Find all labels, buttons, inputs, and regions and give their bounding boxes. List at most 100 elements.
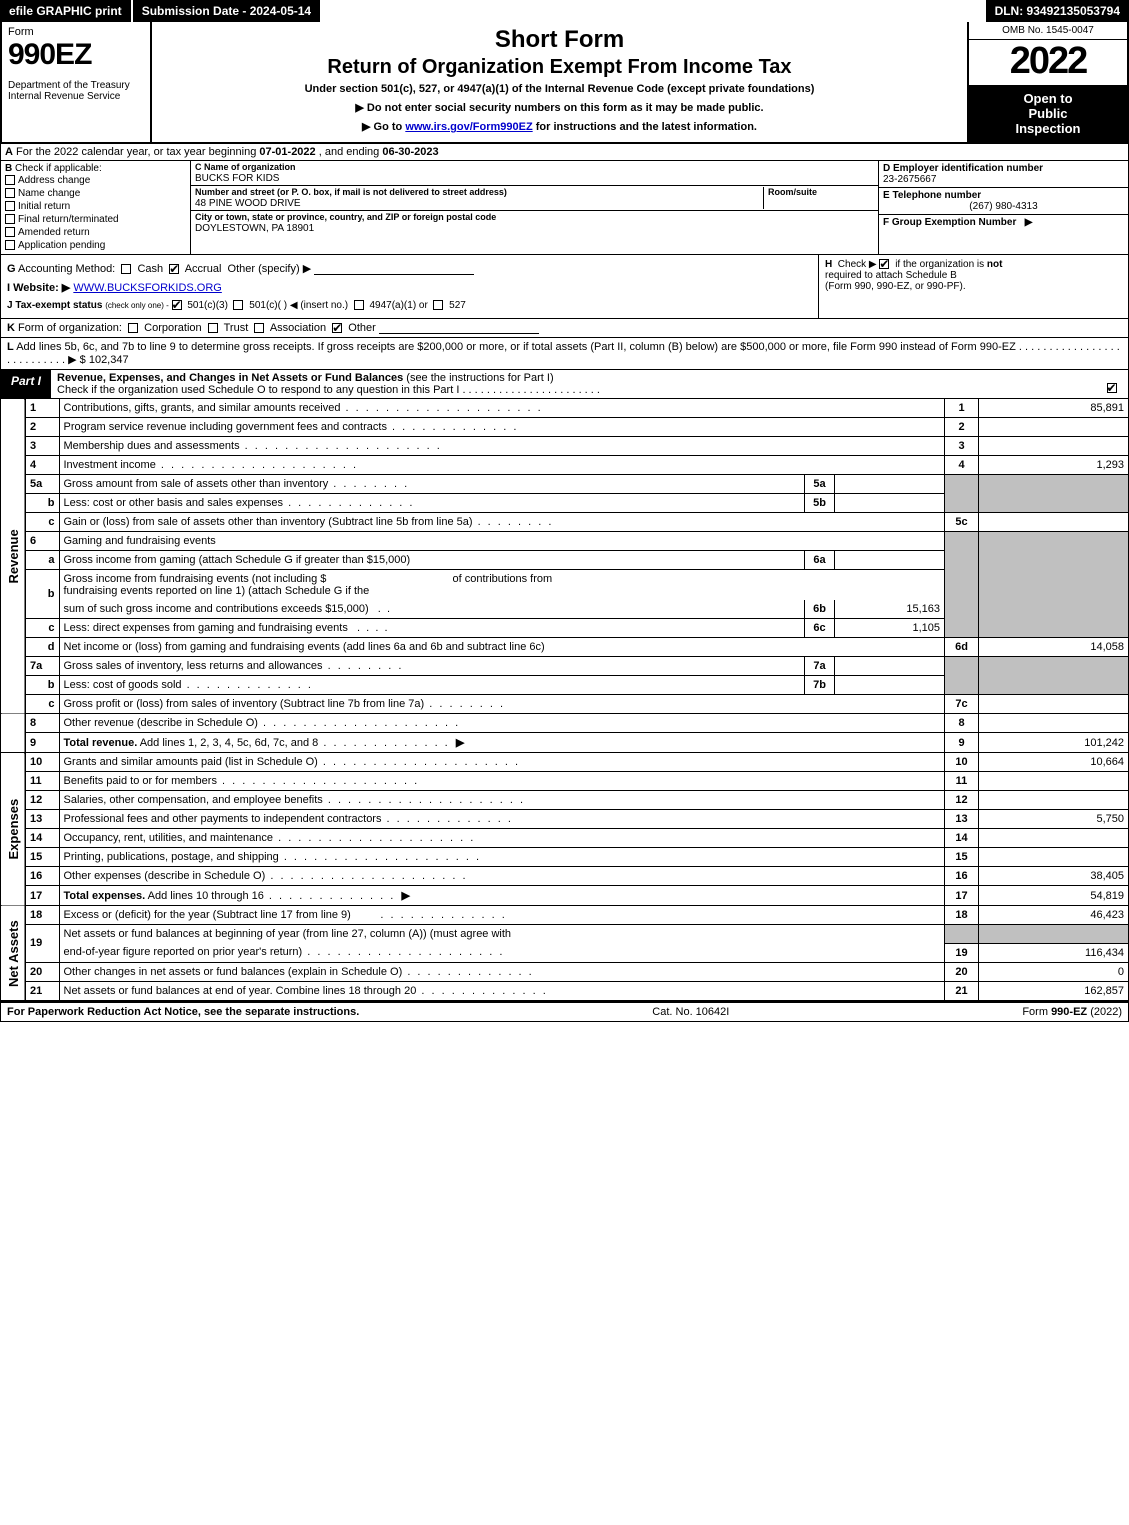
line-i-label: I Website: ▶ (7, 282, 70, 294)
checkbox-corporation[interactable] (128, 323, 138, 333)
form-number: 990EZ (8, 38, 144, 72)
arrow-icon: ▶ (401, 890, 409, 902)
table-row: 9 Total revenue. Add lines 1, 2, 3, 4, 5… (1, 733, 1129, 753)
checkbox-cash[interactable] (121, 264, 131, 274)
line-10-value: 10,664 (979, 753, 1129, 772)
room-label: Room/suite (768, 187, 817, 197)
goto-note: ▶ Go to www.irs.gov/Form990EZ for instru… (158, 120, 961, 133)
table-row: 11 Benefits paid to or for members 11 (1, 772, 1129, 791)
table-row: 15 Printing, publications, postage, and … (1, 848, 1129, 867)
line-11-value (979, 772, 1129, 791)
phone-label: E Telephone number (883, 190, 981, 201)
table-row: 14 Occupancy, rent, utilities, and maint… (1, 829, 1129, 848)
omb-number: OMB No. 1545-0047 (969, 22, 1127, 40)
ssn-note: ▶ Do not enter social security numbers o… (158, 101, 961, 114)
table-row: 21 Net assets or fund balances at end of… (1, 981, 1129, 1000)
line-7a-value (835, 657, 945, 676)
table-row: 3 Membership dues and assessments 3 (1, 437, 1129, 456)
line-7b-value (835, 676, 945, 695)
line-i: I Website: ▶ WWW.BUCKSFORKIDS.ORG (7, 278, 812, 297)
org-name-row: C Name of organization BUCKS FOR KIDS (191, 161, 878, 186)
street-row: Number and street (or P. O. box, if mail… (191, 186, 878, 211)
line-h: H Check ▶ if the organization is not req… (818, 255, 1128, 318)
table-row: 5a Gross amount from sale of assets othe… (1, 475, 1129, 494)
table-row: 2 Program service revenue including gove… (1, 418, 1129, 437)
line-15-value (979, 848, 1129, 867)
table-row: 19 Net assets or fund balances at beginn… (1, 925, 1129, 944)
header-right: OMB No. 1545-0047 2022 Open to Public In… (967, 22, 1127, 142)
goto-pre: ▶ Go to (362, 121, 405, 133)
checkbox-501c[interactable] (233, 300, 243, 310)
title-return-exempt: Return of Organization Exempt From Incom… (158, 56, 961, 79)
line-l-text: Add lines 5b, 6c, and 7b to line 9 to de… (16, 341, 1016, 353)
title-short-form: Short Form (158, 26, 961, 54)
ein-value: 23-2675667 (883, 174, 936, 185)
line-6c-value: 1,105 (835, 619, 945, 638)
checkbox-schedule-b[interactable] (879, 259, 889, 269)
open-to-public: Open to Public Inspection (969, 85, 1127, 142)
checkbox-association[interactable] (254, 323, 264, 333)
line-9-value: 101,242 (979, 733, 1129, 753)
table-row: Revenue 1 Contributions, gifts, grants, … (1, 399, 1129, 418)
check-name-change[interactable]: Name change (5, 187, 186, 200)
checkbox-icon[interactable] (5, 201, 15, 211)
line-l: L Add lines 5b, 6c, and 7b to line 9 to … (0, 338, 1129, 370)
efile-print-label: efile GRAPHIC print (0, 0, 131, 22)
line-j-label: J Tax-exempt status (7, 300, 102, 311)
check-final-return[interactable]: Final return/terminated (5, 213, 186, 226)
table-row: 6 Gaming and fundraising events (1, 532, 1129, 551)
checkbox-icon[interactable] (5, 214, 15, 224)
arrow-icon: ▶ (1025, 217, 1033, 228)
expenses-table: Expenses 10 Grants and similar amounts p… (0, 753, 1129, 906)
line-6d-value: 14,058 (979, 638, 1129, 657)
city-value: DOYLESTOWN, PA 18901 (195, 223, 314, 234)
checkbox-icon[interactable] (5, 188, 15, 198)
other-specify-blank (314, 274, 474, 275)
line-a-label: A (5, 146, 13, 158)
box-b-title: Check if applicable: (15, 163, 102, 174)
checkbox-icon[interactable] (5, 240, 15, 250)
check-initial-return[interactable]: Initial return (5, 200, 186, 213)
check-address-change[interactable]: Address change (5, 174, 186, 187)
ein-label: D Employer identification number (883, 163, 1043, 174)
tax-year-end: 06-30-2023 (382, 146, 438, 158)
line-g: G Accounting Method: Cash Accrual Other … (7, 259, 812, 278)
line-l-arrow: ▶ $ (68, 354, 86, 366)
checkbox-527[interactable] (433, 300, 443, 310)
table-row: 4 Investment income 4 1,293 (1, 456, 1129, 475)
line-l-label: L (7, 341, 14, 353)
checkbox-other-org[interactable] (332, 323, 342, 333)
checkbox-trust[interactable] (208, 323, 218, 333)
table-row: end-of-year figure reported on prior yea… (1, 943, 1129, 962)
line-k-label: K (7, 322, 15, 334)
line-5c-value (979, 513, 1129, 532)
check-amended-return[interactable]: Amended return (5, 226, 186, 239)
line-g-label: G (7, 263, 16, 275)
check-application-pending[interactable]: Application pending (5, 239, 186, 252)
line-12-value (979, 791, 1129, 810)
checkbox-4947[interactable] (354, 300, 364, 310)
goto-post: for instructions and the latest informat… (533, 121, 757, 133)
table-row: 12 Salaries, other compensation, and emp… (1, 791, 1129, 810)
checkbox-icon[interactable] (5, 175, 15, 185)
table-row: Net Assets 18 Excess or (deficit) for th… (1, 906, 1129, 925)
street-value: 48 PINE WOOD DRIVE (195, 198, 301, 209)
phone-row: E Telephone number (267) 980-4313 (879, 188, 1128, 215)
line-5b-value (835, 494, 945, 513)
open1: Open to (973, 91, 1123, 106)
irs-link[interactable]: www.irs.gov/Form990EZ (405, 121, 532, 133)
paperwork-notice: For Paperwork Reduction Act Notice, see … (7, 1006, 359, 1018)
line-19-value: 116,434 (979, 943, 1129, 962)
checkbox-icon[interactable] (5, 227, 15, 237)
line-k: K Form of organization: Corporation Trus… (0, 319, 1129, 338)
checkbox-accrual[interactable] (169, 264, 179, 274)
line-2-value (979, 418, 1129, 437)
checkbox-schedule-o[interactable] (1107, 383, 1117, 393)
dln-label: DLN: 93492135053794 (986, 0, 1129, 22)
checkbox-501c3[interactable] (172, 300, 182, 310)
website-link[interactable]: WWW.BUCKSFORKIDS.ORG (73, 282, 222, 294)
box-c: C Name of organization BUCKS FOR KIDS Nu… (191, 161, 878, 254)
header-left: Form 990EZ Department of the Treasury In… (2, 22, 152, 142)
page-footer: For Paperwork Reduction Act Notice, see … (0, 1001, 1129, 1022)
line-20-value: 0 (979, 962, 1129, 981)
